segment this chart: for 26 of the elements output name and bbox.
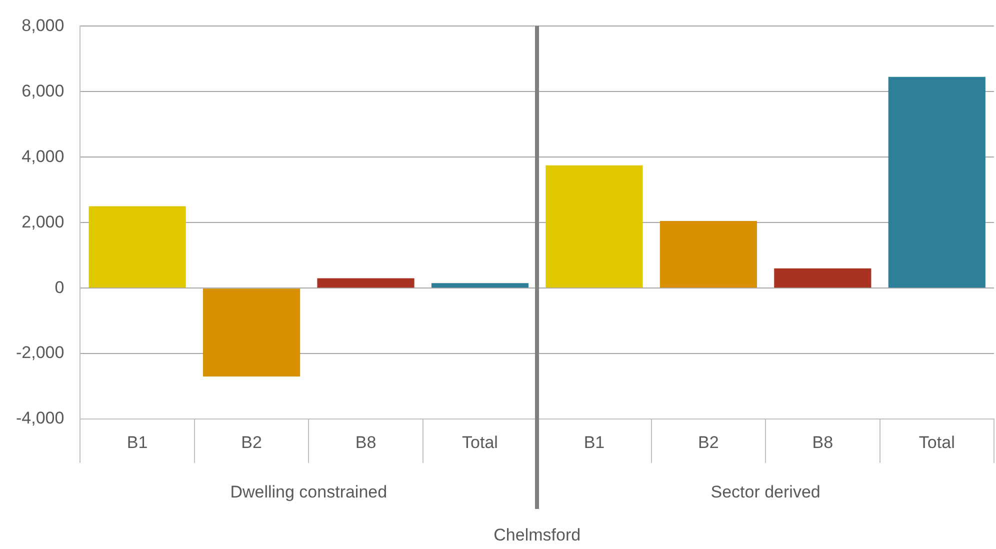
x-tick-label: B1 xyxy=(584,432,605,452)
bar xyxy=(317,278,414,288)
x-tick-label: B8 xyxy=(355,432,376,452)
bar xyxy=(546,165,643,288)
y-tick-label: 6,000 xyxy=(22,81,64,100)
x-tick-label: Total xyxy=(462,432,498,452)
y-tick-label: 4,000 xyxy=(22,146,64,166)
y-tick-label: -2,000 xyxy=(16,343,64,362)
x-tick-label: Total xyxy=(918,432,955,452)
text: Sector derived xyxy=(710,482,820,502)
bar xyxy=(88,206,186,288)
y-tick-label: 2,000 xyxy=(22,212,64,232)
bar xyxy=(202,288,300,376)
x-tick-label: B2 xyxy=(241,432,262,452)
bar xyxy=(660,220,757,288)
y-tick-label: 0 xyxy=(54,278,64,297)
text: Dwelling constrained xyxy=(230,482,388,502)
x-tick-label: B1 xyxy=(126,432,148,452)
bar xyxy=(774,268,872,288)
bar xyxy=(431,283,529,288)
bar xyxy=(888,76,986,288)
x-axis-title: Chelmsford xyxy=(494,526,581,545)
y-tick-label: 8,000 xyxy=(22,16,64,35)
x-tick-label: B2 xyxy=(698,432,719,452)
x-tick-label: B8 xyxy=(812,432,834,452)
y-tick-label: -4,000 xyxy=(16,408,64,428)
